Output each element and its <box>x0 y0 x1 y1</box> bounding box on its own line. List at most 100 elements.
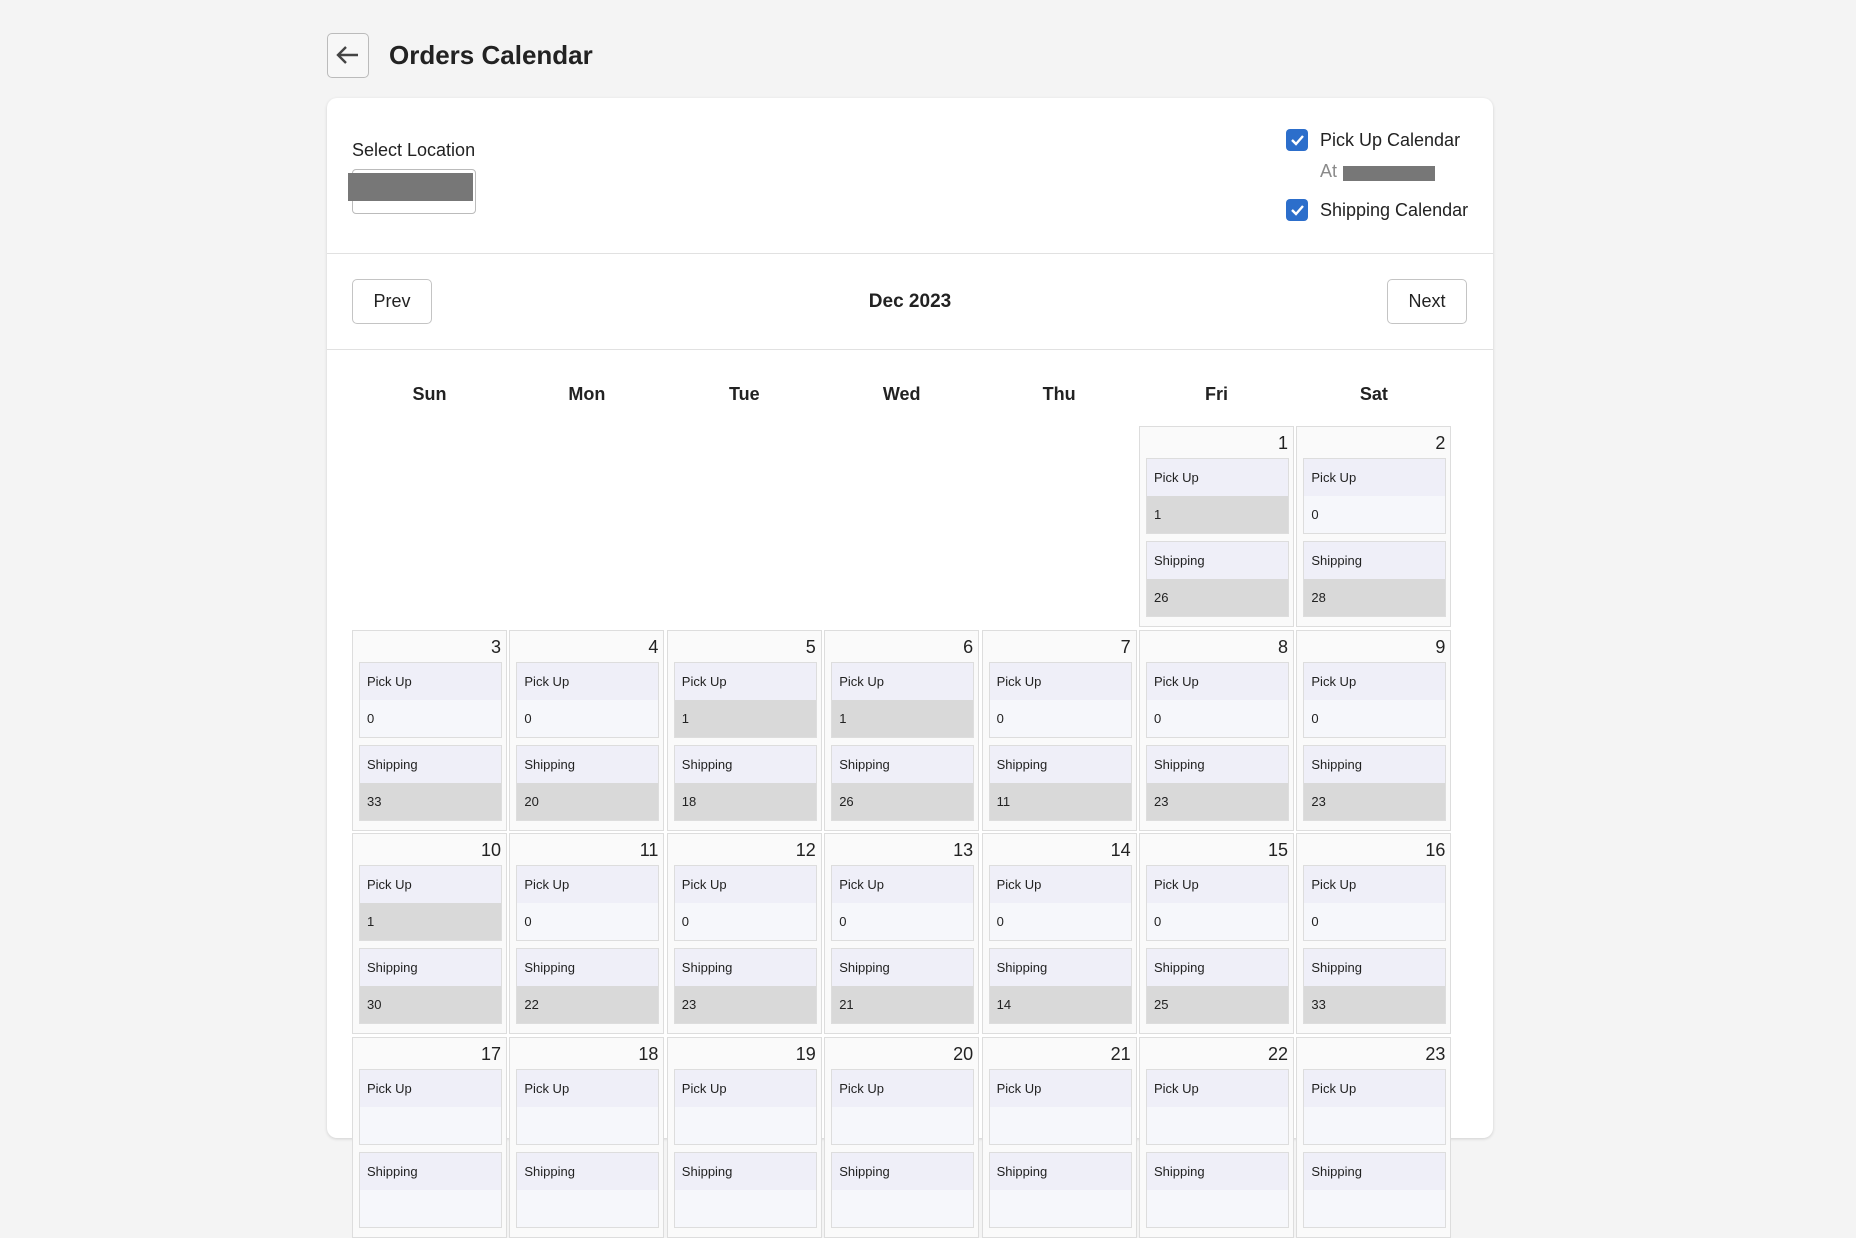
day-cell: 21 Pick Up Shipping <box>981 1036 1137 1238</box>
pickup-label: Pick Up <box>360 662 501 700</box>
pickup-label: Pick Up <box>832 662 974 700</box>
shipping-label: Shipping <box>1147 949 1288 987</box>
day-number: 12 <box>795 840 816 861</box>
weekday-label: Fri <box>1204 384 1228 404</box>
pickup-value <box>360 1106 501 1144</box>
shipping-label: Shipping <box>517 745 659 783</box>
day-cell: 8 Pick Up 0 Shipping 23 <box>1139 629 1294 831</box>
shipping-value: 26 <box>1147 579 1288 616</box>
day-number: 10 <box>480 840 501 861</box>
next-button[interactable]: Next <box>1387 279 1467 324</box>
day-cell: 2 Pick Up 0 Shipping 28 <box>1296 426 1452 627</box>
pickup-box: Pick Up <box>988 1068 1132 1145</box>
pickup-label: Pick Up <box>1147 866 1288 904</box>
shipping-box: Shipping <box>1146 1151 1289 1228</box>
day-cell: 11 Pick Up 0 Shipping 22 <box>509 833 665 1035</box>
shipping-value: 33 <box>1304 986 1446 1024</box>
pickup-value: 0 <box>1304 903 1446 941</box>
day-number: 13 <box>953 840 974 861</box>
shipping-value: 30 <box>360 986 501 1024</box>
prev-button[interactable]: Prev <box>352 279 432 324</box>
shipping-checkbox[interactable] <box>1286 199 1308 221</box>
pickup-label: Pick Up <box>517 866 659 904</box>
day-number: 8 <box>1277 636 1288 657</box>
shipping-value: 11 <box>989 782 1131 820</box>
pickup-label: Pick Up <box>832 866 974 904</box>
pickup-label: Pick Up <box>1147 1069 1288 1107</box>
shipping-box: Shipping 26 <box>1146 541 1289 617</box>
shipping-box: Shipping 21 <box>831 948 975 1025</box>
shipping-value: 23 <box>1147 782 1288 820</box>
pickup-value <box>832 1106 974 1144</box>
shipping-box: Shipping 25 <box>1146 948 1289 1025</box>
pickup-label: Pick Up <box>360 866 501 904</box>
day-cell: 23 Pick Up Shipping <box>1296 1036 1452 1238</box>
shipping-label: Shipping <box>989 1152 1131 1190</box>
shipping-box: Shipping <box>831 1151 975 1228</box>
shipping-box: Shipping 23 <box>1146 744 1289 821</box>
pickup-value: 0 <box>517 699 659 737</box>
day-number: 17 <box>480 1043 501 1064</box>
pickup-box: Pick Up 1 <box>359 865 502 942</box>
divider <box>327 349 1493 350</box>
page: Orders Calendar Select Location Pick Up … <box>327 33 1493 1238</box>
pickup-value <box>989 1106 1131 1144</box>
shipping-value: 33 <box>360 782 501 820</box>
shipping-value: 18 <box>674 782 816 820</box>
pickup-box: Pick Up 0 <box>988 661 1132 738</box>
pickup-value: 1 <box>360 903 501 941</box>
pickup-value <box>674 1106 816 1144</box>
shipping-value: 14 <box>989 986 1131 1024</box>
shipping-label: Shipping <box>989 745 1131 783</box>
back-button[interactable] <box>327 33 369 78</box>
shipping-label: Shipping <box>360 949 501 987</box>
shipping-label: Shipping <box>517 1152 659 1190</box>
shipping-box: Shipping 30 <box>359 948 502 1025</box>
shipping-label: Shipping <box>989 949 1131 987</box>
day-cell: 3 Pick Up 0 Shipping 33 <box>352 629 507 831</box>
shipping-box: Shipping 26 <box>831 744 975 821</box>
pickup-label: Pick Up <box>674 1069 816 1107</box>
day-cell: 13 Pick Up 0 Shipping 21 <box>824 833 980 1035</box>
shipping-box: Shipping 18 <box>673 744 817 821</box>
shipping-value: 28 <box>1304 579 1446 616</box>
day-cell: 9 Pick Up 0 Shipping 23 <box>1296 629 1452 831</box>
pickup-option: Pick Up Calendar <box>1320 130 1461 150</box>
pickup-value: 0 <box>1147 903 1288 941</box>
pickup-value <box>1147 1106 1288 1144</box>
day-number: 19 <box>795 1043 816 1064</box>
shipping-value: 23 <box>1304 782 1446 820</box>
weekday-label: Sat <box>1359 384 1388 404</box>
pickup-box: Pick Up 0 <box>1146 661 1289 738</box>
pickup-checkbox[interactable] <box>1286 129 1308 151</box>
day-cell: 16 Pick Up 0 Shipping 33 <box>1296 833 1452 1035</box>
shipping-box: Shipping 23 <box>1303 744 1447 821</box>
back-icon <box>336 46 358 64</box>
weekday-label: Mon <box>568 384 606 404</box>
divider <box>327 253 1493 254</box>
day-cell: 12 Pick Up 0 Shipping 23 <box>666 833 822 1035</box>
shipping-box: Shipping 20 <box>516 744 660 821</box>
day-number: 5 <box>805 636 816 657</box>
day-cell: 15 Pick Up 0 Shipping 25 <box>1139 833 1294 1035</box>
pickup-box: Pick Up <box>831 1068 975 1145</box>
pickup-box: Pick Up 0 <box>1146 865 1289 942</box>
day-cell: 4 Pick Up 0 Shipping 20 <box>509 629 665 831</box>
shipping-label: Shipping <box>832 1152 974 1190</box>
pickup-label: Pick Up <box>1147 459 1288 496</box>
shipping-value <box>1304 1189 1446 1227</box>
day-number: 23 <box>1425 1043 1446 1064</box>
location-label: Select Location <box>352 140 476 160</box>
shipping-box: Shipping <box>359 1151 502 1228</box>
day-number: 11 <box>639 840 659 861</box>
pickup-value: 0 <box>360 699 501 737</box>
pickup-label: Pick Up <box>360 1069 501 1107</box>
pickup-note: At <box>1320 161 1338 181</box>
shipping-label: Shipping <box>1304 745 1446 783</box>
pickup-label: Pick Up <box>1304 662 1446 700</box>
shipping-value: 26 <box>832 782 974 820</box>
redaction <box>348 173 473 201</box>
pickup-box: Pick Up 0 <box>1303 458 1447 534</box>
weekday-label: Tue <box>728 384 760 404</box>
day-cell: 20 Pick Up Shipping <box>824 1036 980 1238</box>
